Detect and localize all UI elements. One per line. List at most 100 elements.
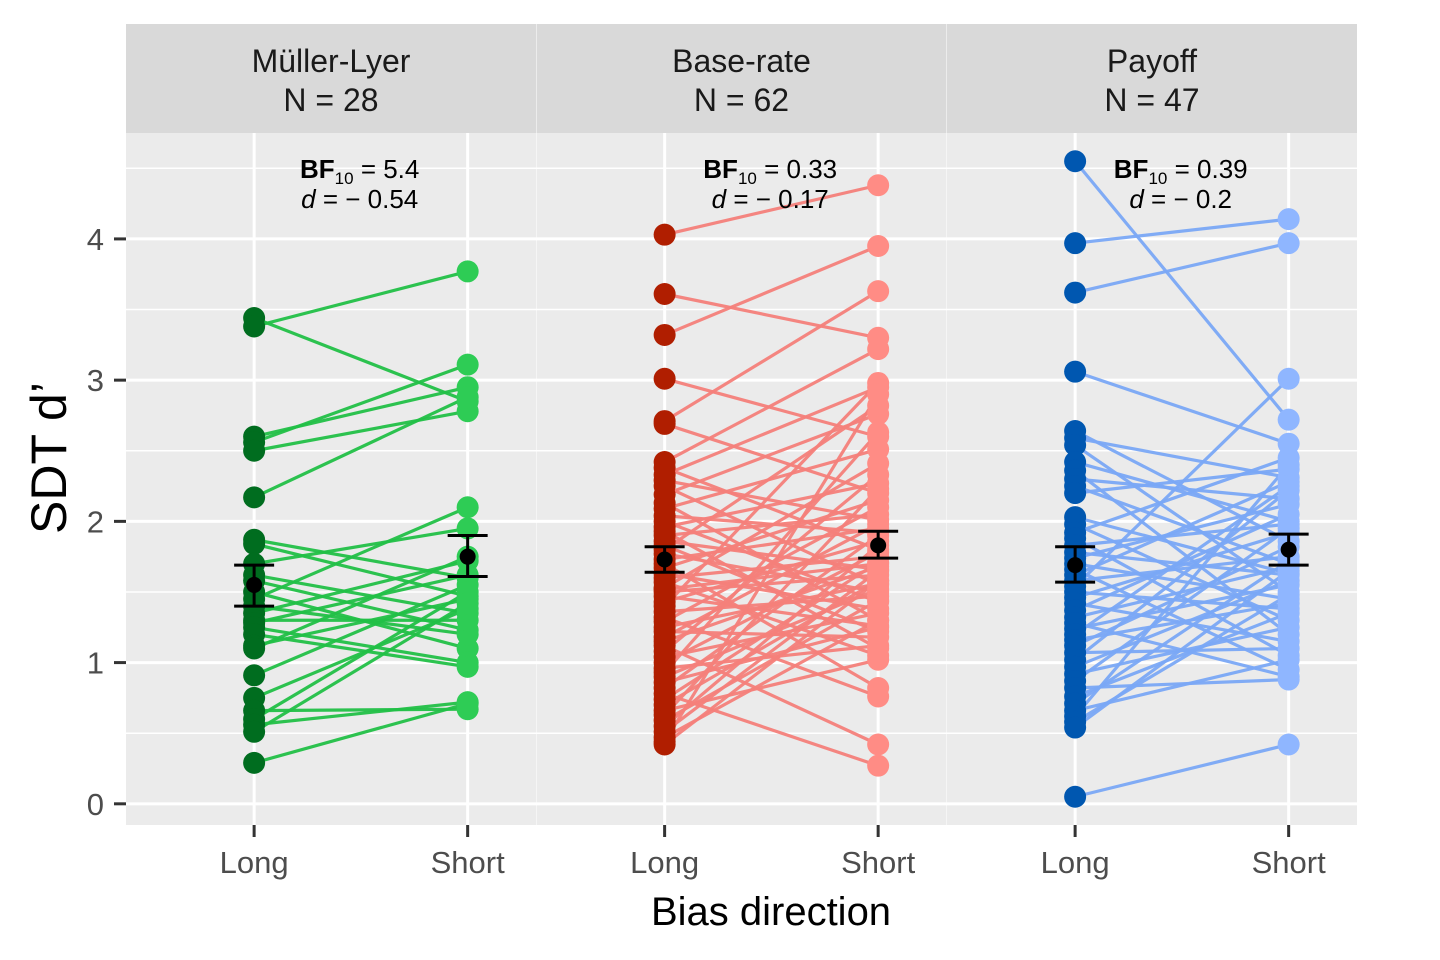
long-point: [243, 751, 266, 774]
short-point: [456, 260, 479, 283]
facet-title: Payoff: [1107, 43, 1197, 79]
pair-line: [254, 707, 468, 713]
pair-line: [664, 625, 879, 684]
short-point: [1277, 668, 1300, 691]
pair-line: [663, 431, 880, 674]
short-point: [867, 421, 890, 444]
pair-line: [253, 269, 469, 329]
x-tick-label: Short: [1252, 845, 1326, 880]
long-point: [1064, 785, 1087, 808]
short-point: [1277, 602, 1300, 625]
y-tick-label: 0: [87, 787, 104, 822]
pair-line: [1074, 583, 1289, 631]
pair-line: [664, 498, 879, 570]
short-point: [867, 609, 890, 632]
pair-line: [664, 481, 879, 529]
mean-point: [459, 548, 476, 565]
short-point: [456, 353, 479, 376]
pair-line: [1074, 484, 1290, 566]
short-point: [1277, 583, 1300, 606]
pair-line: [664, 292, 879, 340]
pair-line: [1074, 512, 1290, 612]
mean-point: [246, 576, 263, 593]
pair-line: [1074, 489, 1290, 662]
pair-line: [663, 579, 880, 746]
x-tick-label: Long: [1041, 845, 1110, 880]
y-tick-label: 3: [87, 363, 104, 398]
short-point: [867, 496, 890, 519]
pair-line: [1074, 555, 1289, 583]
pair-line: [663, 381, 880, 608]
pair-line: [253, 700, 468, 727]
short-point: [867, 338, 890, 361]
short-point: [867, 383, 890, 406]
pair-line: [253, 590, 469, 721]
long-point: [653, 367, 676, 390]
long-point: [1064, 482, 1087, 505]
facet-title: Müller-Lyer: [252, 43, 411, 79]
long-point: [1064, 360, 1087, 383]
pair-line: [253, 573, 469, 625]
panel-background: [126, 133, 536, 825]
x-tick-label: Long: [220, 845, 289, 880]
short-point: [867, 685, 890, 708]
pair-line: [1074, 443, 1290, 594]
pair-line: [253, 597, 468, 648]
x-tick-label: Short: [841, 845, 915, 880]
pair-line: [664, 580, 879, 658]
pair-line: [664, 412, 879, 497]
pair-line: [664, 562, 879, 591]
pair-line: [1074, 377, 1290, 588]
short-point: [1277, 453, 1300, 476]
facet-strip: [947, 24, 1357, 133]
short-point: [456, 386, 479, 409]
y-tick-label: 2: [87, 504, 104, 539]
pair-line: [1074, 742, 1290, 799]
long-point: [243, 720, 266, 743]
effect-size-annotation: d = − 0.2: [1129, 184, 1232, 214]
mean-point: [1280, 541, 1297, 558]
pair-line: [1074, 456, 1290, 535]
short-point: [1277, 648, 1300, 671]
facet-strip: [126, 24, 536, 133]
short-point: [456, 496, 479, 519]
pair-line: [664, 526, 879, 562]
bf-annotation: BF10 = 0.33: [703, 154, 837, 188]
y-tick-label: 4: [87, 222, 104, 257]
mean-point: [870, 537, 887, 554]
pair-line: [253, 702, 469, 765]
pair-line: [1074, 545, 1290, 648]
short-point: [1277, 232, 1300, 255]
pair-line: [664, 183, 879, 237]
pair-line: [663, 487, 880, 716]
short-point: [867, 174, 890, 197]
pair-line: [663, 522, 879, 639]
pair-line: [663, 599, 879, 722]
pair-line: [1074, 241, 1290, 295]
pair-line: [253, 555, 469, 650]
long-point: [243, 315, 266, 338]
pair-line: [664, 422, 879, 495]
short-point: [867, 477, 890, 500]
pair-line: [664, 478, 879, 522]
short-point: [1277, 479, 1300, 502]
pair-line: [253, 583, 469, 677]
long-point: [243, 486, 266, 509]
pair-line: [663, 347, 879, 464]
x-tick-label: Short: [431, 845, 505, 880]
pair-line: [664, 539, 879, 604]
pair-line: [253, 526, 468, 566]
effect-size-annotation: d = − 0.17: [712, 184, 829, 214]
short-point: [1277, 367, 1300, 390]
bf-annotation: BF10 = 0.39: [1114, 154, 1248, 188]
short-point: [1277, 408, 1300, 431]
short-point: [867, 733, 890, 756]
pair-line: [1074, 522, 1290, 622]
pair-line: [253, 395, 469, 499]
long-point: [653, 323, 676, 346]
pair-line: [1074, 484, 1290, 636]
effect-size-annotation: d = − 0.54: [301, 184, 418, 214]
pair-line: [663, 404, 880, 551]
